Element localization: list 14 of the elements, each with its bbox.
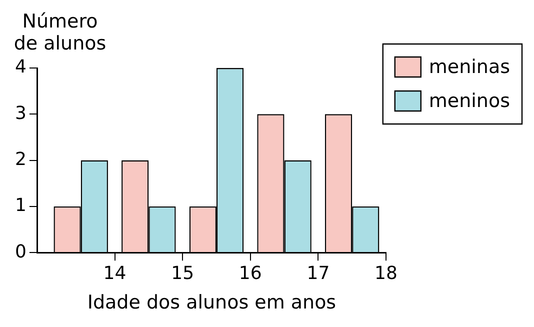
y-tick-label: 0 xyxy=(15,241,26,262)
y-tick-label: 1 xyxy=(15,195,26,216)
y-axis-title: Número de alunos xyxy=(14,10,106,54)
legend-label: meninas xyxy=(428,56,510,78)
x-tick-label: 17 xyxy=(306,263,330,284)
y-tick-label: 2 xyxy=(15,148,26,170)
x-tick-label: 15 xyxy=(171,263,194,284)
x-tick-label: 14 xyxy=(103,263,126,284)
x-axis-title: Idade dos alunos em anos xyxy=(87,292,336,314)
x-tick-label: 16 xyxy=(238,263,262,284)
y-tick-label: 3 xyxy=(15,102,26,124)
y-tick-label: 4 xyxy=(15,56,26,78)
x-tick-label: 18 xyxy=(374,263,398,284)
legend-label: meninos xyxy=(428,90,510,112)
